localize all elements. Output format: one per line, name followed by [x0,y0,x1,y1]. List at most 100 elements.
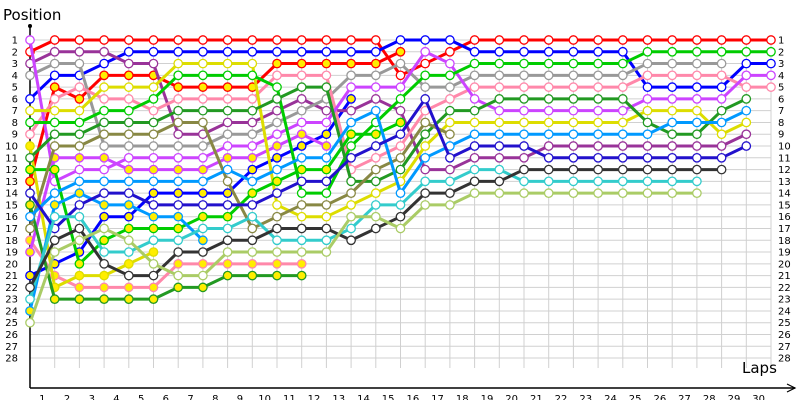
data-point [469,176,480,187]
data-point [198,152,208,163]
data-point [494,164,505,175]
data-point [123,164,134,175]
data-point [296,117,307,128]
data-point [593,82,603,92]
data-point [49,117,60,128]
data-point [568,141,579,151]
data-point [99,294,109,305]
data-point [321,117,332,128]
data-point [173,164,184,175]
data-point [642,152,653,163]
data-point [494,152,505,163]
x-tick-label: 20 [505,394,518,400]
data-point [272,117,282,128]
data-point [99,82,109,92]
data-point [420,58,431,69]
data-point [74,235,85,246]
data-point [642,82,653,92]
data-point [148,294,159,305]
data-point [543,152,554,163]
y-tick-label: 26 [5,330,18,341]
y-tick-label-right: 26 [778,330,791,341]
x-tick-label: 9 [237,394,243,400]
data-point [198,105,208,116]
data-point [25,105,35,116]
data-point [395,188,406,198]
data-point [173,258,184,269]
data-point [74,164,85,175]
x-tick-label: 8 [212,394,218,400]
data-point [247,35,258,45]
y-axis-arrow [28,24,32,28]
data-point [519,82,529,92]
data-point [198,270,208,281]
y-axis-title: Position [3,6,61,24]
data-point [148,270,159,281]
data-point [395,58,406,69]
y-tick-label: 24 [5,306,18,317]
data-point [716,164,727,175]
data-point [123,58,134,69]
data-point [716,70,727,81]
data-point [173,200,184,210]
data-point [642,58,653,69]
data-point [198,258,208,269]
data-point [543,141,554,151]
data-point [49,200,60,210]
data-point [741,94,752,104]
data-point [494,35,505,45]
series-16 [25,117,455,234]
data-point [222,35,233,45]
data-point [395,117,406,128]
data-point [148,235,159,246]
data-point [222,129,233,140]
y-tick-label: 12 [5,165,18,176]
data-point [296,152,307,163]
data-point [741,141,752,151]
data-point [198,176,208,187]
data-point [716,117,727,128]
data-point [395,223,406,234]
data-point [593,117,603,128]
data-point [420,82,431,92]
data-point [716,46,727,57]
data-point [568,94,579,104]
data-point [25,176,35,187]
data-point [667,188,678,198]
data-point [593,46,603,57]
data-point [420,164,431,175]
data-point [395,82,406,92]
data-point [222,94,233,104]
data-point [74,176,85,187]
data-point [321,35,332,45]
data-point [123,70,134,81]
x-tick-label: 17 [431,394,444,400]
y-tick-label-right: 1 [778,36,784,47]
y-tick-label-right: 17 [778,224,791,235]
data-point [49,82,60,92]
data-point [593,188,603,198]
data-point [543,58,554,69]
data-point [395,94,406,104]
data-point [395,70,406,81]
data-point [123,105,134,116]
data-point [420,152,431,163]
data-point [222,188,233,198]
y-tick-label: 10 [5,142,18,153]
data-point [445,164,455,175]
data-point [445,105,455,116]
data-point [99,270,109,281]
data-point [123,282,134,293]
data-point [173,282,184,293]
y-tick-label-right: 11 [778,153,791,164]
data-point [692,188,702,198]
data-point [568,129,579,140]
data-point [198,82,208,92]
y-tick-label-right: 5 [778,83,784,94]
data-point [519,105,529,116]
data-point [692,176,702,187]
data-point [642,94,653,104]
data-point [494,129,505,140]
data-point [173,58,184,69]
data-point [420,200,431,210]
